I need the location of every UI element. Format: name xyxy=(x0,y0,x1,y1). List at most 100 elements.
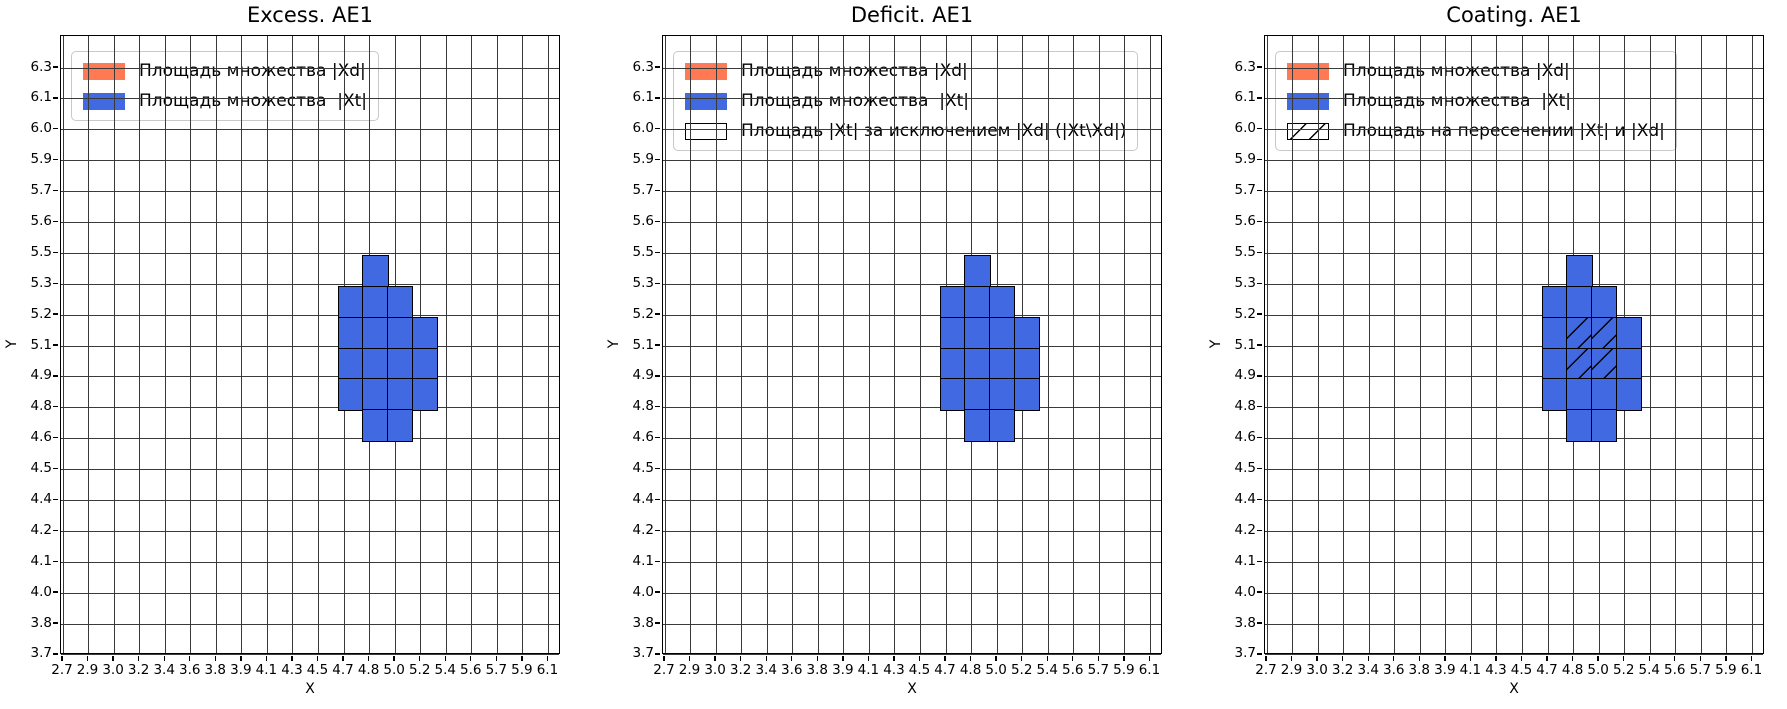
y-tick-label: 5.6 xyxy=(30,212,52,229)
y-tick-label: 5.3 xyxy=(1234,274,1256,291)
grid-line-y xyxy=(61,345,559,347)
x-tick-label: 3.0 xyxy=(1306,662,1328,678)
xt-cell xyxy=(1566,255,1593,288)
x-tick-label: 5.9 xyxy=(1113,662,1135,678)
y-tick-label: 4.5 xyxy=(30,460,52,477)
legend-swatch-xd xyxy=(83,62,125,80)
y-tick-label: 4.2 xyxy=(1234,521,1256,538)
legend-entry: Площадь множества |Xd| xyxy=(685,56,1126,86)
y-tick-label: 5.9 xyxy=(30,151,52,168)
legend-label: Площадь множества |Xt| xyxy=(139,91,368,111)
y-tick-label: 6.0 xyxy=(30,120,52,137)
xt-cell-intersection xyxy=(1566,347,1593,381)
legend-swatch-xt xyxy=(685,92,727,110)
legend-entry: Площадь множества |Xd| xyxy=(83,56,367,86)
xt-cell xyxy=(964,409,991,442)
x-tick-mark xyxy=(688,655,691,661)
grid-line-x xyxy=(792,36,794,653)
grid-line-y xyxy=(1265,160,1763,162)
grid-line-x xyxy=(868,36,870,653)
xt-cell xyxy=(362,286,389,319)
subplot-deficit: Deficit. AE1 Y Площадь множества |Xd| Пло… xyxy=(602,0,1185,709)
y-tick-label: 4.0 xyxy=(632,583,654,600)
xt-cell xyxy=(989,286,1016,319)
xt-cell xyxy=(387,316,414,350)
x-tick-mark xyxy=(137,655,140,661)
grid-line-y xyxy=(663,314,1161,316)
x-tick-label: 5.4 xyxy=(1638,662,1660,678)
legend-label: Площадь множества |Xd| xyxy=(741,61,968,81)
y-tick-label: 6.0 xyxy=(632,120,654,137)
xt-cell xyxy=(1591,286,1618,319)
grid-line-y xyxy=(1265,191,1763,193)
x-tick-label: 5.4 xyxy=(1036,662,1058,678)
xt-cell xyxy=(1566,378,1593,411)
legend-label: Площадь множества |Xt| xyxy=(1343,91,1572,111)
y-tick-mark xyxy=(53,282,59,284)
x-tick-label: 3.6 xyxy=(1383,662,1405,678)
y-tick-mark xyxy=(655,313,661,315)
x-tick-label: 2.9 xyxy=(76,662,99,678)
grid-line-y xyxy=(663,376,1161,378)
grid-line-x xyxy=(88,36,90,653)
y-tick-mark xyxy=(655,653,661,655)
grid-line-y xyxy=(61,129,559,131)
x-tick-mark xyxy=(189,655,191,661)
x-tick-label: 5.7 xyxy=(1689,662,1712,678)
xt-cell xyxy=(1591,378,1618,411)
grid-line-x xyxy=(1675,36,1677,653)
grid-line-y xyxy=(61,221,559,223)
grid-line-y xyxy=(61,160,559,162)
grid-line-x xyxy=(1098,36,1100,653)
grid-line-y xyxy=(1265,252,1763,254)
x-tick-mark xyxy=(663,655,665,661)
xt-cell xyxy=(387,378,414,411)
grid-line-y xyxy=(1265,561,1763,563)
grid-line-x xyxy=(215,36,217,653)
x-axis-label: X xyxy=(305,681,315,697)
grid-line-y xyxy=(61,376,559,378)
x-tick-label: 4.3 xyxy=(1485,662,1507,678)
x-tick-label: 4.8 xyxy=(959,662,982,678)
grid-line-y xyxy=(663,129,1161,131)
x-tick-label: 3.0 xyxy=(704,662,726,678)
y-tick-mark xyxy=(1257,313,1263,315)
x-tick-mark xyxy=(495,655,498,661)
grid-line-y xyxy=(1265,67,1763,69)
y-tick-label: 6.3 xyxy=(1234,58,1256,75)
y-tick-label: 5.2 xyxy=(1234,305,1256,322)
y-tick-label: 4.4 xyxy=(30,490,52,507)
grid-line-y xyxy=(663,67,1161,69)
grid-line-y xyxy=(1265,314,1763,316)
grid-line-y xyxy=(1265,438,1763,440)
x-tick-mark xyxy=(1597,655,1599,661)
grid-line-y xyxy=(663,98,1161,100)
y-tick-label: 4.8 xyxy=(30,398,52,415)
xt-cell xyxy=(337,347,365,381)
legend: Площадь множества |Xd| Площадь множества … xyxy=(1275,51,1677,151)
y-tick-label: 4.2 xyxy=(30,521,52,538)
xt-cell xyxy=(387,286,414,319)
x-tick-label: 2.9 xyxy=(678,662,701,678)
x-tick-label: 4.8 xyxy=(357,662,380,678)
y-tick-label: 4.9 xyxy=(1234,367,1256,384)
x-tick-mark xyxy=(1341,655,1344,661)
x-tick-label: 4.8 xyxy=(1561,662,1584,678)
x-tick-mark xyxy=(444,655,446,661)
x-tick-mark xyxy=(816,655,818,661)
grid-line-y xyxy=(61,469,559,471)
x-tick-label: 4.5 xyxy=(306,662,329,678)
y-tick-mark xyxy=(53,591,59,593)
x-tick-label: 4.1 xyxy=(255,662,278,678)
y-tick-label: 3.8 xyxy=(30,614,52,631)
grid-line-x xyxy=(1343,36,1345,653)
grid-line-x xyxy=(1445,36,1447,653)
grid-line-x xyxy=(1751,36,1753,653)
y-tick-mark xyxy=(1257,529,1263,532)
x-tick-mark xyxy=(1072,655,1074,661)
x-tick-label: 4.7 xyxy=(1536,662,1558,678)
grid-line-x xyxy=(292,36,294,653)
grid-line-y xyxy=(1265,530,1763,532)
x-tick-label: 3.6 xyxy=(781,662,803,678)
x-tick-label: 5.9 xyxy=(511,662,533,678)
